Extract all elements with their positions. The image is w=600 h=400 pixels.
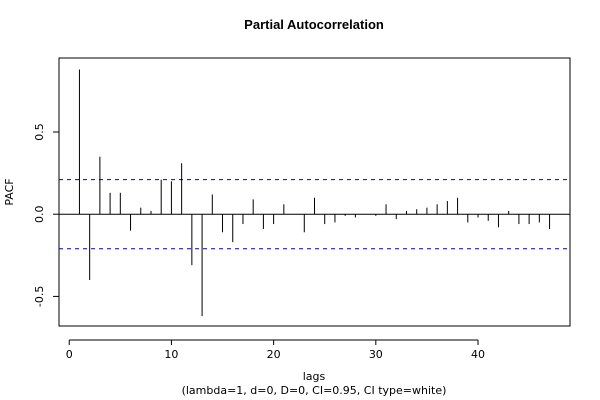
x-axis: 0 10 20 30 40 <box>66 339 485 361</box>
x-axis-subtitle: (lambda=1, d=0, D=0, CI=0.95, CI type=wh… <box>182 384 447 397</box>
y-axis-label: PACF <box>3 178 16 205</box>
y-tick-label: -0.5 <box>33 286 46 307</box>
plot-frame <box>58 57 571 327</box>
pacf-bars <box>78 69 551 317</box>
x-tick-label: 40 <box>471 348 485 361</box>
x-tick-label: 10 <box>164 348 178 361</box>
y-axis: -0.5 0.0 0.5 <box>33 123 60 307</box>
x-axis-label: lags <box>303 370 326 383</box>
x-tick-label: 30 <box>369 348 383 361</box>
chart-title: Partial Autocorrelation <box>244 17 384 32</box>
x-tick-label: 0 <box>66 348 73 361</box>
x-tick-label: 20 <box>267 348 281 361</box>
y-tick-label: 0.0 <box>33 205 46 223</box>
y-tick-label: 0.5 <box>33 123 46 141</box>
